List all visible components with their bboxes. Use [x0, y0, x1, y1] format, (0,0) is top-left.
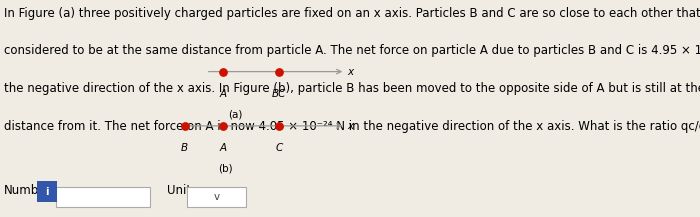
- Text: i: i: [46, 186, 49, 197]
- Text: B: B: [181, 143, 188, 153]
- FancyBboxPatch shape: [37, 181, 57, 202]
- Point: [218, 70, 229, 73]
- Point: [274, 124, 285, 128]
- Text: A: A: [220, 143, 227, 153]
- Text: C: C: [276, 143, 283, 153]
- Text: x: x: [348, 67, 354, 77]
- Text: In Figure (a) three positively charged particles are fixed on an x axis. Particl: In Figure (a) three positively charged p…: [4, 7, 700, 20]
- FancyBboxPatch shape: [187, 187, 246, 207]
- Text: Number: Number: [4, 184, 51, 197]
- Text: (a): (a): [228, 110, 242, 120]
- Text: x: x: [348, 121, 354, 131]
- Text: distance from it. The net force on A is now 4.05 × 10⁻²⁴ N in the negative direc: distance from it. The net force on A is …: [4, 120, 700, 133]
- Point: [179, 124, 190, 128]
- Text: BC: BC: [272, 89, 286, 99]
- Text: considered to be at the same distance from particle A. The net force on particle: considered to be at the same distance fr…: [4, 44, 700, 58]
- Text: (b): (b): [218, 164, 233, 174]
- Text: the negative direction of the x axis. In Figure (b), particle B has been moved t: the negative direction of the x axis. In…: [4, 82, 700, 95]
- Text: Units: Units: [167, 184, 197, 197]
- Text: A: A: [220, 89, 227, 99]
- Text: v: v: [214, 192, 219, 202]
- Point: [274, 70, 285, 73]
- Point: [218, 124, 229, 128]
- FancyBboxPatch shape: [56, 187, 150, 207]
